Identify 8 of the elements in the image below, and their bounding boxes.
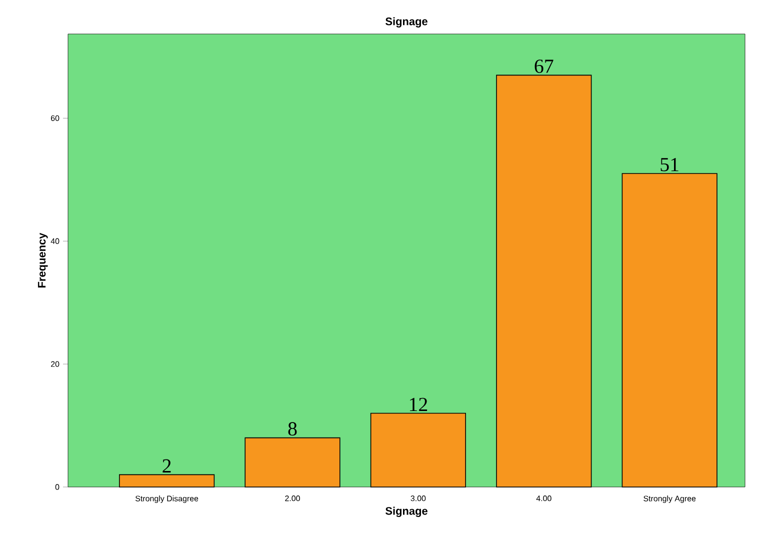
data-label: 67: [534, 60, 554, 73]
chart-title: Signage: [386, 17, 428, 28]
data-label: 12: [410, 398, 428, 412]
data-label: 51: [660, 158, 678, 172]
x-axis-title: Signage: [386, 506, 428, 518]
data-label: 8: [288, 422, 297, 436]
data-label: 2: [162, 459, 171, 472]
y-axis-title: Frequency: [38, 232, 48, 288]
